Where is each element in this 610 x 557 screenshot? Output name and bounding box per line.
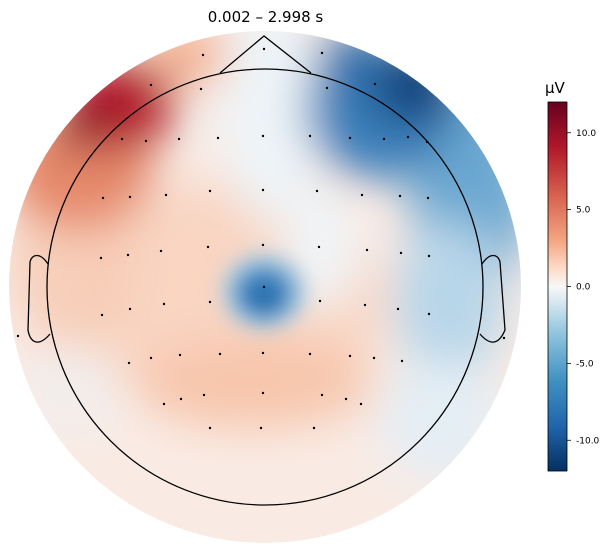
colorbar-tick-label: -5.0	[576, 359, 594, 369]
sensor-dot	[178, 353, 182, 357]
sensor-dot	[206, 245, 210, 249]
sensor-dot	[348, 136, 352, 140]
sensor-dot	[427, 312, 431, 316]
sensor-dot	[261, 351, 265, 355]
right-ear	[479, 254, 506, 343]
sensor-dot	[179, 397, 183, 401]
sensor-dot	[126, 253, 130, 257]
sensor-dot	[202, 393, 206, 397]
sensor-dot	[128, 195, 132, 199]
left-ear	[27, 254, 51, 343]
sensor-dot	[325, 86, 329, 90]
colorbar-ticks: 10.0 5.0 0.0 -5.0 -10.0	[567, 129, 600, 446]
sensor-dot	[199, 87, 203, 91]
colorbar: 10.0 5.0 0.0 -5.0 -10.0	[547, 101, 600, 472]
sensor-dot	[344, 397, 348, 401]
sensor-dot	[261, 188, 265, 192]
colorbar-unit-label: µV	[545, 79, 565, 97]
sensor-dot	[216, 136, 220, 140]
sensor-dot	[320, 51, 324, 55]
sensor-dot	[373, 82, 377, 86]
sensor-dot	[144, 139, 148, 143]
sensor-dot	[100, 313, 104, 317]
sensor-dot	[127, 361, 131, 365]
sensor-dot	[502, 336, 506, 340]
nose	[219, 35, 312, 74]
sensor-dot	[396, 307, 400, 311]
sensor-dot	[425, 140, 429, 144]
sensor-dot	[398, 194, 402, 198]
sensor-dot	[128, 307, 132, 311]
head-outline	[27, 35, 506, 506]
field-map	[9, 31, 521, 543]
sensor-dot	[149, 356, 153, 360]
sensor-dot	[318, 299, 322, 303]
sensor-dot	[348, 354, 352, 358]
sensor-dot	[320, 393, 324, 397]
sensor-dot	[177, 137, 181, 141]
sensor-dot	[365, 248, 369, 252]
colorbar-tick-label: 5.0	[576, 206, 591, 216]
sensor-dot	[259, 426, 263, 430]
sensor-dot	[201, 53, 205, 57]
sensor-dot	[159, 249, 163, 253]
sensor-dot	[261, 134, 265, 138]
sensor-dot	[208, 189, 212, 193]
sensor-dot	[363, 303, 367, 307]
sensor-dot	[261, 391, 265, 395]
sensor-dot	[16, 334, 20, 338]
head-circle	[46, 68, 484, 506]
sensor-dot	[317, 245, 321, 249]
sensor-dot	[101, 196, 105, 200]
colorbar-tick-label: 10.0	[576, 129, 596, 139]
sensor-dot	[262, 47, 266, 51]
sensor-dot	[218, 352, 222, 356]
sensor-dot	[372, 356, 376, 360]
sensor-dot	[162, 302, 166, 306]
sensor-dot	[208, 300, 212, 304]
sensor-dot	[427, 254, 431, 258]
chart-title: 0.002 – 2.998 s	[207, 8, 324, 26]
colorbar-tick-label: -10.0	[576, 436, 600, 446]
sensor-dot	[308, 134, 312, 138]
sensor-dot	[359, 402, 363, 406]
sensor-markers	[16, 47, 506, 430]
sensor-dot	[149, 83, 153, 87]
colorbar-tick-label: 0.0	[576, 283, 591, 293]
sensor-dot	[312, 426, 316, 430]
sensor-dot	[315, 189, 319, 193]
sensor-dot	[400, 359, 404, 363]
sensor-dot	[382, 137, 386, 141]
sensor-dot	[406, 135, 410, 139]
sensor-dot	[99, 256, 103, 260]
sensor-dot	[164, 193, 168, 197]
sensor-dot	[162, 402, 166, 406]
sensor-dot	[308, 352, 312, 356]
sensor-dot	[261, 243, 265, 247]
sensor-dot	[360, 193, 364, 197]
sensor-dot	[208, 426, 212, 430]
sensor-dot	[120, 137, 124, 141]
colorbar-gradient	[547, 101, 568, 472]
sensor-dot	[262, 285, 266, 289]
sensor-dot	[399, 251, 403, 255]
sensor-dot	[426, 196, 430, 200]
